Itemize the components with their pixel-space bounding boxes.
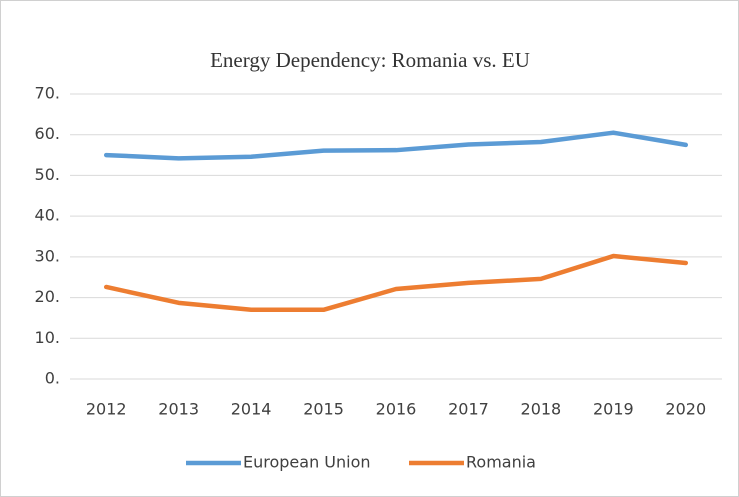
series-line (103, 253, 689, 313)
x-tick-label: 2020 (665, 400, 706, 419)
y-tick-label: 10. (35, 328, 60, 347)
x-tick-label: 2018 (521, 400, 562, 419)
chart-title: Energy Dependency: Romania vs. EU (210, 48, 530, 72)
x-tick-label: 2012 (86, 400, 127, 419)
y-tick-label: 70. (35, 84, 60, 103)
series-line (103, 130, 689, 161)
x-tick-label: 2013 (158, 400, 199, 419)
y-tick-label: 0. (45, 369, 60, 388)
y-tick-label: 60. (35, 124, 60, 143)
legend-label: European Union (243, 453, 371, 472)
y-tick-label: 20. (35, 287, 60, 306)
y-tick-label: 50. (35, 165, 60, 184)
x-tick-label: 2019 (593, 400, 634, 419)
y-tick-label: 30. (35, 246, 60, 265)
x-tick-label: 2017 (448, 400, 489, 419)
x-tick-label: 2015 (303, 400, 344, 419)
x-tick-label: 2016 (376, 400, 417, 419)
legend-label: Romania (466, 453, 536, 472)
x-tick-label: 2014 (231, 400, 272, 419)
y-tick-label: 40. (35, 206, 60, 225)
